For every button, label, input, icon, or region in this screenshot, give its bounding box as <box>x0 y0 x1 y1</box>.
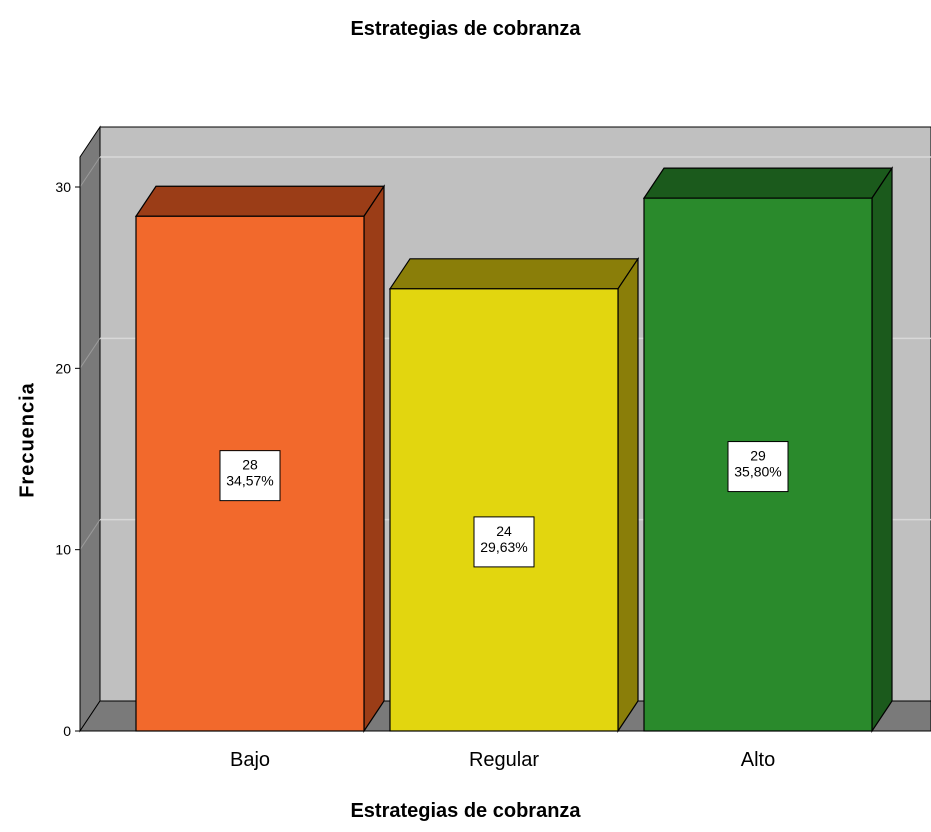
data-label-box <box>473 516 535 568</box>
data-label-percent: 34,57% <box>226 473 273 489</box>
bar-side-face <box>871 166 893 733</box>
x-tick-label: Alto <box>741 749 775 771</box>
gridline-side <box>79 338 101 369</box>
y-tick-label: 20 <box>55 360 71 376</box>
x-axis-label: Estrategias de cobranza <box>350 800 581 822</box>
data-label-box <box>219 450 281 502</box>
data-label-percent: 29,63% <box>480 539 527 555</box>
bar-side-face <box>363 184 385 733</box>
data-label-count: 29 <box>750 448 766 464</box>
x-tick-label: Bajo <box>230 749 270 771</box>
data-label-box <box>727 441 789 493</box>
data-label-percent: 35,80% <box>734 464 781 480</box>
data-label-count: 28 <box>242 457 258 473</box>
bar <box>389 288 619 732</box>
bar-top-face <box>642 167 894 199</box>
chart-title: Estrategias de cobranza <box>350 18 581 40</box>
x-tick-label: Regular <box>469 749 539 771</box>
bar-side-face <box>617 256 639 733</box>
bar-top-face <box>388 258 640 290</box>
y-tick-label: 30 <box>55 179 71 195</box>
y-tick-label: 10 <box>55 542 71 558</box>
y-tick-label: 0 <box>63 723 71 739</box>
plot-left-wall <box>79 125 101 733</box>
gridline-side <box>79 519 101 550</box>
gridline-side <box>79 156 101 188</box>
data-label-count: 24 <box>496 523 512 539</box>
bar-top-face <box>134 185 386 217</box>
